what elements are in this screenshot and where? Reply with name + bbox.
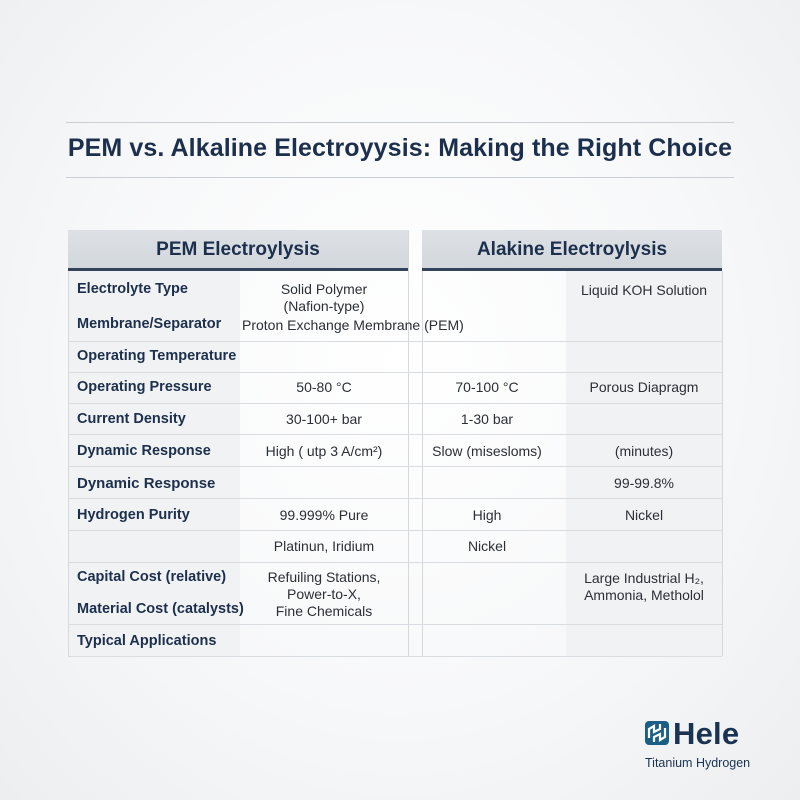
cell-pem-application-3: Fine Chemicals	[275, 603, 373, 619]
cell-pem-temperature: 50-80 °C	[296, 379, 352, 395]
cell-pem-application-2: Power-to-X,	[287, 586, 361, 602]
label-membrane-separator: Membrane/Separator	[77, 316, 222, 332]
row-divider	[68, 656, 722, 657]
cell-pem-purity: 99.999% Pure	[279, 507, 369, 523]
cell-alkaline-application-2: Ammonia, Metholol	[584, 587, 704, 603]
cell-liquid-koh: Liquid KOH Solution	[580, 282, 708, 298]
label-dynamic-response: Dynamic Response	[77, 443, 211, 459]
label-operating-temperature: Operating Temperature	[77, 348, 237, 364]
column-divider-left	[408, 230, 409, 656]
label-current-density: Current Density	[77, 411, 186, 427]
cell-alkaline-pressure: 1-30 bar	[460, 411, 514, 427]
alkaline-column-header: Alakine Electroylysis	[422, 230, 722, 271]
row-divider	[68, 624, 722, 625]
row-divider	[68, 434, 722, 435]
row-divider	[68, 466, 722, 467]
row-divider	[68, 562, 722, 563]
cell-alkaline-temperature: 70-100 °C	[455, 379, 519, 395]
table-left-border	[68, 271, 69, 656]
logo-name: Hele	[673, 716, 740, 751]
label-capital-cost: Capital Cost (relative)	[77, 569, 227, 585]
pem-column-header: PEM Electroylysis	[68, 230, 408, 271]
cell-nafion: (Nafion-type)	[283, 298, 365, 314]
label-hydrogen-purity: Hydrogen Purity	[77, 507, 190, 523]
cell-alkaline-application-1: Large Industrial H₂,	[584, 570, 704, 586]
label-column-shade	[68, 271, 240, 656]
cell-minutes: (minutes)	[614, 443, 674, 459]
cell-porous-diaphragm: Porous Diapragm	[589, 379, 699, 395]
label-operating-pressure: Operating Pressure	[77, 379, 212, 395]
label-electrolyte-type: Electrolyte Type	[77, 281, 188, 297]
cell-platinum-iridium: Platinun, Iridium	[273, 538, 375, 554]
cell-alkaline-response: Slow (misesloms)	[432, 443, 542, 459]
row-divider	[68, 372, 722, 373]
logo-tagline: Titanium Hydrogen	[645, 756, 751, 770]
title-rule	[66, 177, 734, 178]
cell-solid-polymer: Solid Polymer	[280, 281, 368, 297]
label-typical-applications: Typical Applications	[77, 633, 217, 649]
label-material-cost: Material Cost (catalysts)	[77, 601, 244, 617]
page-title: PEM vs. Alkaline Electroyysis: Making th…	[67, 134, 733, 162]
cell-pem-current-density: High ( utp 3 A/cm²)	[265, 443, 383, 459]
label-dynamic-response-2: Dynamic Response	[77, 475, 216, 492]
top-rule	[66, 122, 734, 123]
cell-nickel-right: Nickel	[624, 507, 664, 523]
cell-alkaline-purity: 99-99.8%	[614, 475, 674, 491]
column-divider-right	[422, 230, 423, 656]
cell-high: High	[472, 507, 502, 523]
cell-pem-application-1: Refuiling Stations,	[267, 569, 381, 585]
row-divider	[68, 403, 722, 404]
cell-pem-membrane: Proton Exchange Membrane (PEM)	[242, 317, 464, 333]
row-divider	[68, 341, 722, 342]
table-right-border	[722, 271, 723, 656]
row-divider	[68, 530, 722, 531]
right-column-shade	[566, 271, 722, 656]
hexagon-logo-icon	[645, 721, 669, 745]
cell-pem-pressure: 30-100+ bar	[286, 411, 362, 427]
cell-nickel-middle: Nickel	[467, 538, 507, 554]
row-divider	[68, 498, 722, 499]
